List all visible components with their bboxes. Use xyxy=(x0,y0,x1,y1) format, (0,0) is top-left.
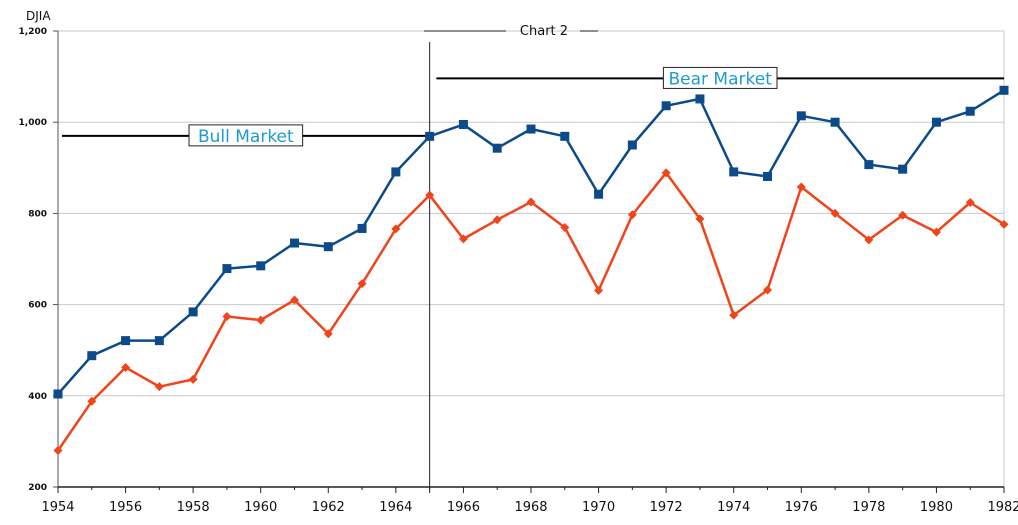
x-tick-label: 1972 xyxy=(650,500,683,515)
series-1-point xyxy=(627,140,637,150)
series-2-point xyxy=(796,182,806,192)
y-tick-label: 800 xyxy=(28,209,47,219)
series-1-point xyxy=(121,336,131,346)
series-1-point xyxy=(492,143,502,153)
series-2-point xyxy=(763,285,772,295)
series-2-point xyxy=(898,210,908,220)
y-tick-label: 600 xyxy=(28,301,47,311)
x-tick-label: 1970 xyxy=(582,500,615,515)
series-1-point xyxy=(526,124,536,134)
x-tick-label: 1966 xyxy=(447,500,480,515)
series-1-point xyxy=(695,94,705,104)
annotation-label: Bull Market xyxy=(198,127,294,147)
series-2-point xyxy=(864,235,874,245)
series-1-point xyxy=(87,351,97,361)
series-2-point xyxy=(695,214,705,224)
y-tick-label: 200 xyxy=(28,483,47,493)
series-2-point xyxy=(425,190,435,200)
series-2-point xyxy=(661,168,671,178)
series-2-point xyxy=(188,374,198,384)
series-2-point xyxy=(323,329,333,339)
annotation-box xyxy=(188,124,304,147)
chart-title-text: Chart 2 xyxy=(520,24,568,39)
series-2-point xyxy=(222,311,232,321)
x-tick-label: 1968 xyxy=(514,500,547,515)
series-1-point xyxy=(222,264,232,274)
x-tick-label: 1980 xyxy=(920,500,953,515)
series-2-point xyxy=(154,382,164,392)
series-2-point xyxy=(830,208,840,218)
series-2-point xyxy=(53,446,63,456)
series-1-point xyxy=(965,106,975,116)
y-tick-label: 1,000 xyxy=(19,118,47,128)
series-1-point xyxy=(931,117,941,127)
series-1-point xyxy=(458,119,468,129)
series-1-point xyxy=(898,164,908,174)
series-2-point xyxy=(87,396,97,406)
series-2-point xyxy=(391,224,401,234)
series-1-point xyxy=(729,167,739,177)
series-1-point xyxy=(154,336,164,346)
series-1-point xyxy=(999,85,1009,95)
chart-title: Chart 2 xyxy=(424,24,598,39)
x-tick-label: 1962 xyxy=(312,500,345,515)
series-2-line xyxy=(56,171,1005,452)
y-axis-label: DJIA xyxy=(26,9,51,23)
annotation-lines xyxy=(62,42,1004,493)
series-2-point xyxy=(729,310,739,320)
axes: 200 400 600 800 1,000 1,200 1954 1956 1958 1960 19… xyxy=(19,27,1018,515)
grid-lines xyxy=(58,30,1005,487)
x-tick-label: 1976 xyxy=(785,500,818,515)
series-1-point xyxy=(188,307,198,317)
series-1-point xyxy=(357,223,367,233)
series-2-point xyxy=(627,210,637,220)
series-2-point xyxy=(526,197,536,207)
series-1-point xyxy=(323,242,333,252)
series-1-point xyxy=(796,111,806,121)
series-2-point xyxy=(290,295,299,305)
y-tick-label: 1,200 xyxy=(19,27,47,37)
series-2-point xyxy=(121,363,131,373)
series-1-point xyxy=(256,261,266,271)
annotation-label: Bear Market xyxy=(669,69,773,89)
x-tick-label: 1978 xyxy=(852,500,885,515)
series-2-point xyxy=(560,223,570,233)
annotation-box xyxy=(662,66,778,89)
series-1-point xyxy=(830,117,840,127)
series-2-point xyxy=(965,197,975,207)
axis-labels: DJIA Chart 2 xyxy=(26,9,598,39)
series-1-point xyxy=(290,238,299,248)
series-1-point xyxy=(391,167,401,177)
series-2-point xyxy=(931,227,941,237)
x-tick-label: 1964 xyxy=(379,500,412,515)
annotation-labels: Bull Market Bear Market xyxy=(188,66,778,147)
series-1-point xyxy=(661,101,671,111)
series-2-point xyxy=(999,219,1009,229)
series-1-point xyxy=(864,160,874,170)
x-tick-label: 1960 xyxy=(244,500,277,515)
x-tick-label: 1982 xyxy=(987,500,1018,515)
y-tick-label: 400 xyxy=(28,392,47,402)
x-tick-label: 1974 xyxy=(717,500,750,515)
series-1-point xyxy=(53,389,63,399)
x-tick-label: 1954 xyxy=(41,500,74,515)
series-1-point xyxy=(763,171,772,181)
series-2-point xyxy=(594,285,604,295)
data-series xyxy=(53,85,1009,456)
series-2-point xyxy=(357,279,367,289)
series-2-point xyxy=(492,215,502,225)
series-2-point xyxy=(458,234,468,244)
series-1-point xyxy=(560,131,570,141)
x-tick-label: 1958 xyxy=(177,500,210,515)
x-tick-label: 1956 xyxy=(109,500,142,515)
series-1-point xyxy=(425,131,435,141)
series-2-point xyxy=(256,315,266,325)
series-1-point xyxy=(594,189,604,199)
